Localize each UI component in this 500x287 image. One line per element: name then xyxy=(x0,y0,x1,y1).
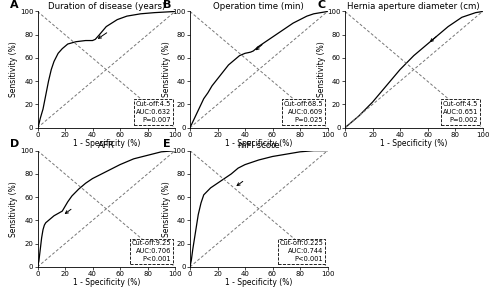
Title: mFI score: mFI score xyxy=(238,141,280,150)
Title: Operation time (min): Operation time (min) xyxy=(214,2,304,11)
Y-axis label: Sensitivity (%): Sensitivity (%) xyxy=(162,42,171,98)
Text: Cut-off:0.225
AUC:0.744
P<0.001: Cut-off:0.225 AUC:0.744 P<0.001 xyxy=(280,240,324,262)
X-axis label: 1 - Specificity (%): 1 - Specificity (%) xyxy=(72,139,140,148)
Text: A: A xyxy=(10,0,18,10)
X-axis label: 1 - Specificity (%): 1 - Specificity (%) xyxy=(72,278,140,287)
Y-axis label: Sensitivity (%): Sensitivity (%) xyxy=(162,181,171,237)
Y-axis label: Sensitivity (%): Sensitivity (%) xyxy=(10,181,18,237)
Y-axis label: Sensitivity (%): Sensitivity (%) xyxy=(317,42,326,98)
Text: B: B xyxy=(162,0,171,10)
Text: D: D xyxy=(10,139,19,149)
Text: E: E xyxy=(162,139,170,149)
Text: Cut-off:4.5
AUC:0.632
P=0.007: Cut-off:4.5 AUC:0.632 P=0.007 xyxy=(136,101,171,123)
Text: Cut-off:4.5
AUC:0.651
P=0.002: Cut-off:4.5 AUC:0.651 P=0.002 xyxy=(443,101,478,123)
Text: Cut-off:68.5
AUC:0.609
P=0.025: Cut-off:68.5 AUC:0.609 P=0.025 xyxy=(284,101,324,123)
X-axis label: 1 - Specificity (%): 1 - Specificity (%) xyxy=(225,278,292,287)
Y-axis label: Sensitivity (%): Sensitivity (%) xyxy=(10,42,18,98)
Text: C: C xyxy=(318,0,326,10)
X-axis label: 1 - Specificity (%): 1 - Specificity (%) xyxy=(380,139,448,148)
X-axis label: 1 - Specificity (%): 1 - Specificity (%) xyxy=(225,139,292,148)
Title: Hernia aperture diameter (cm): Hernia aperture diameter (cm) xyxy=(348,2,480,11)
Title: AFR: AFR xyxy=(98,141,114,150)
Text: Cut-off:9.25
AUC:0.706
P<0.001: Cut-off:9.25 AUC:0.706 P<0.001 xyxy=(132,240,171,262)
Title: Duration of disease (years): Duration of disease (years) xyxy=(48,2,165,11)
